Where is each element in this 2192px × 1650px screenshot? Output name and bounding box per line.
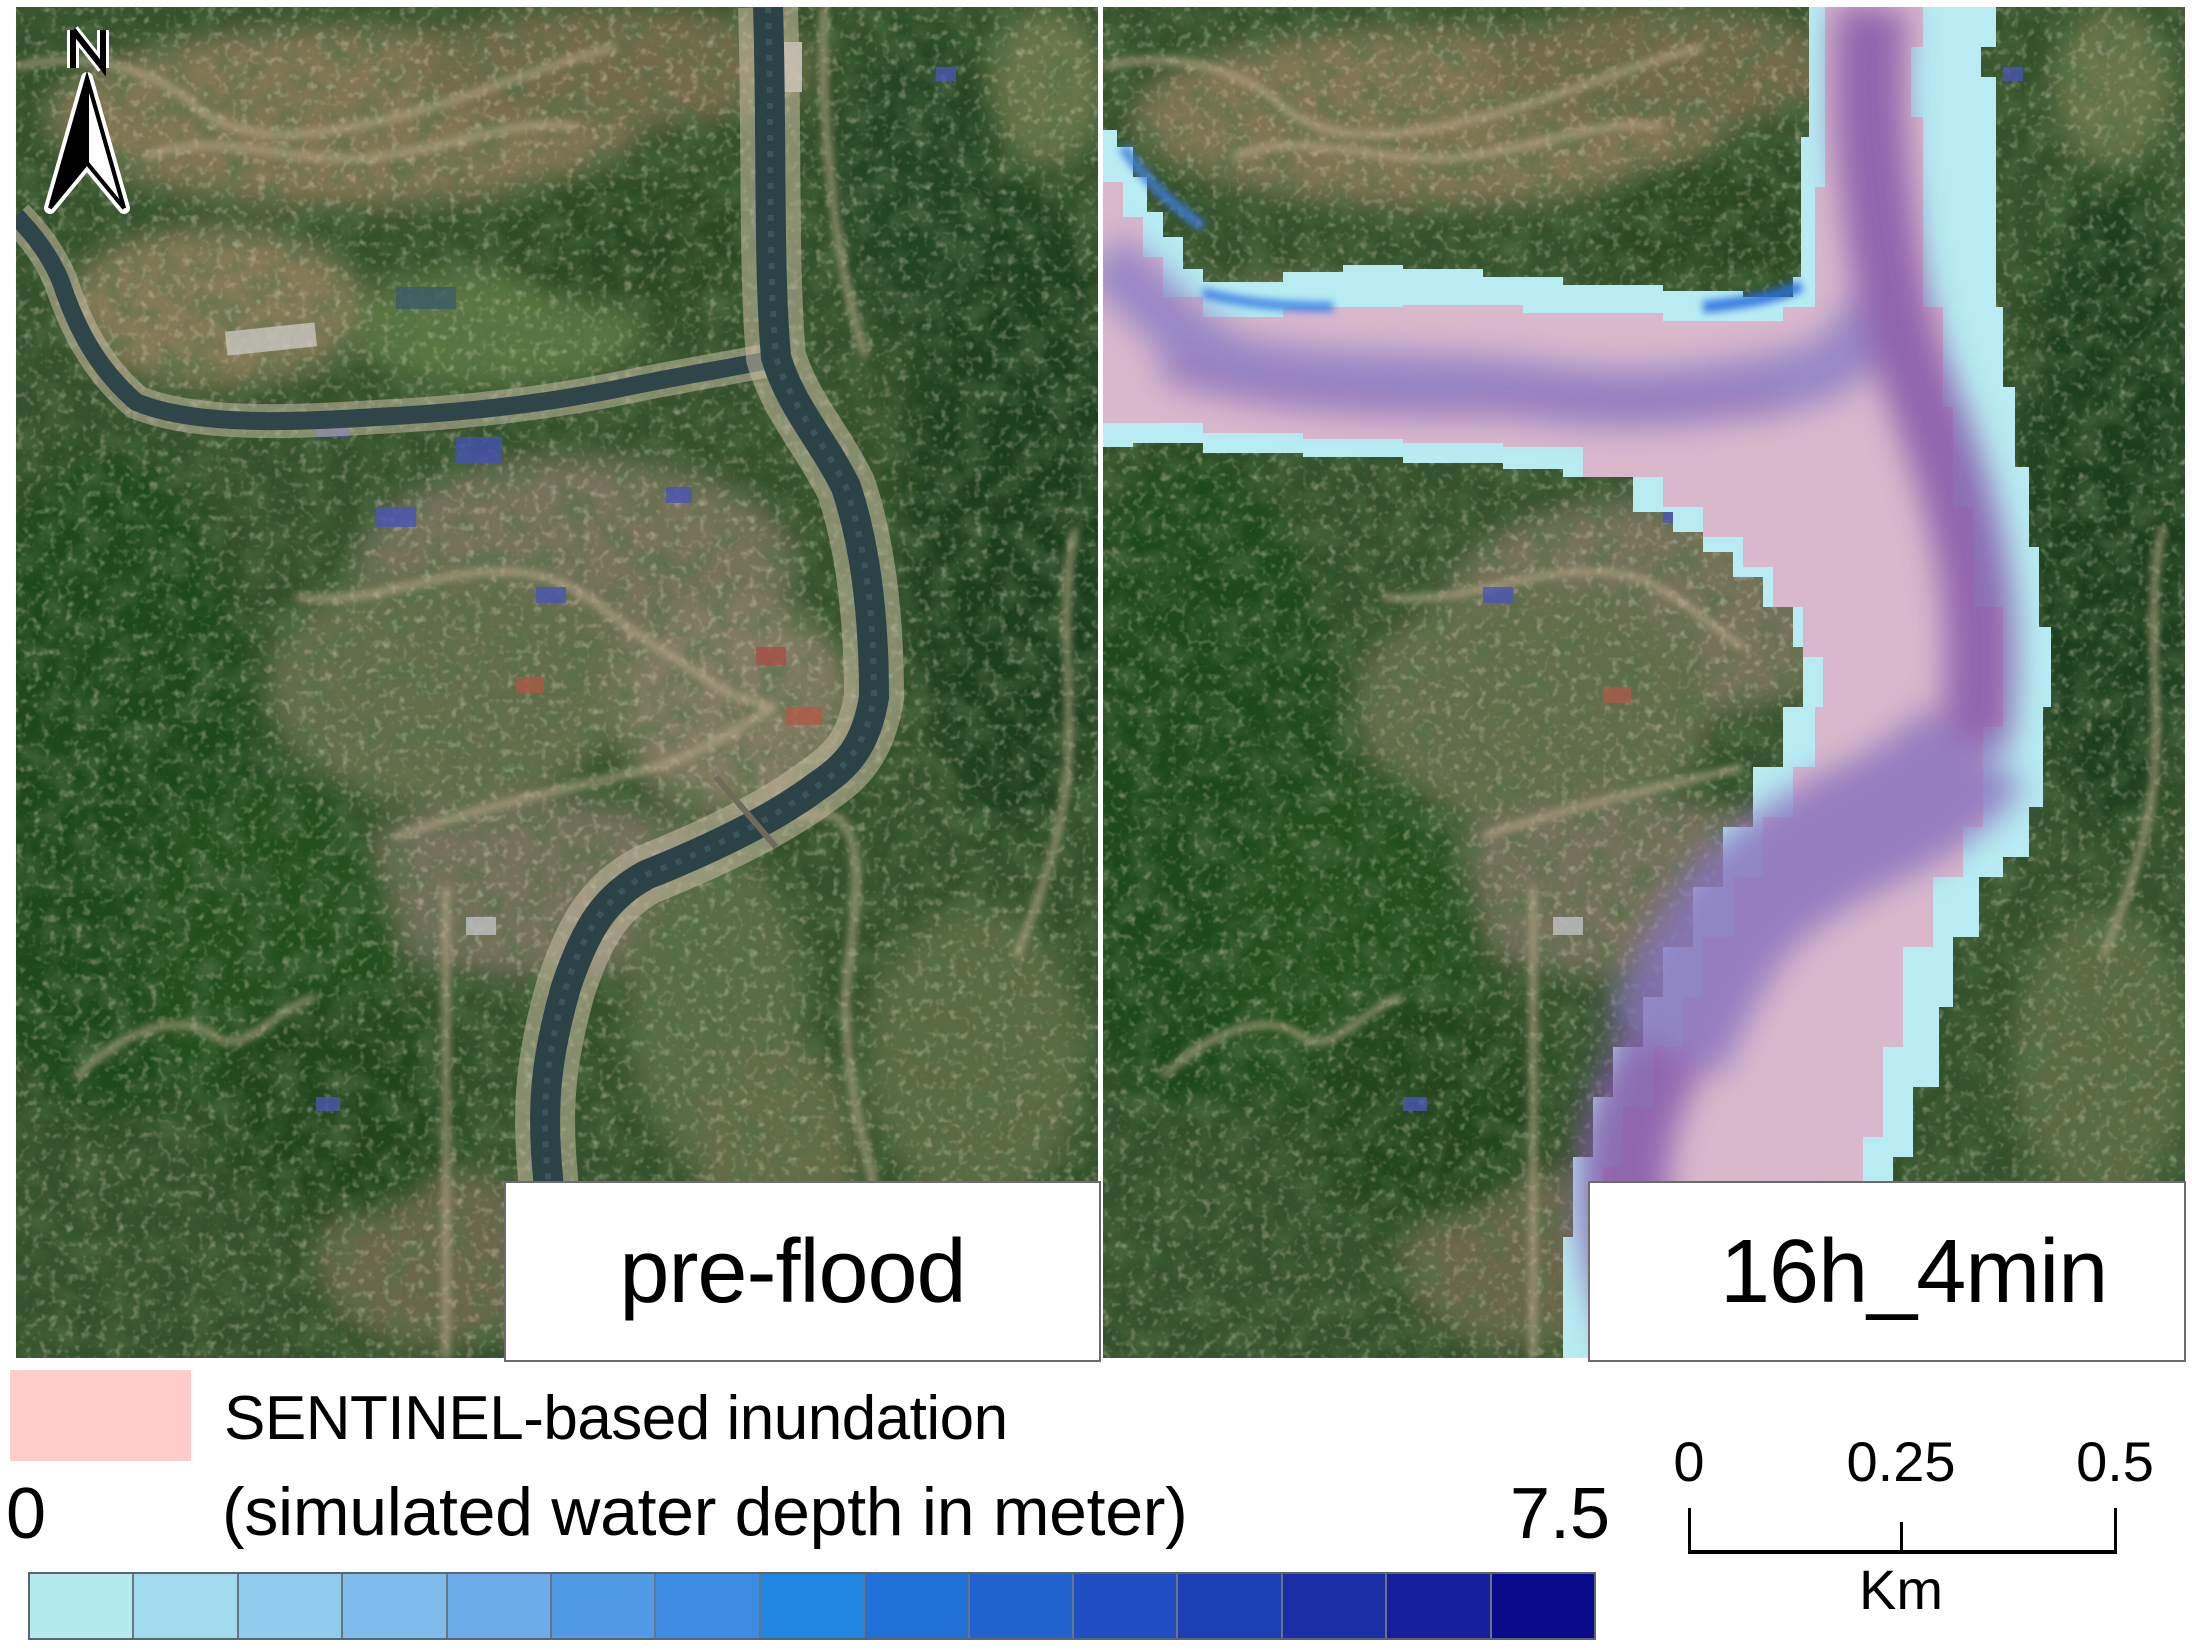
colorbar-cell <box>238 1574 344 1638</box>
scale-tick-label: 0.25 <box>1846 1430 1956 1493</box>
colorbar-cell <box>1074 1574 1179 1638</box>
panel-label-text: 16h_4min <box>1720 1221 2108 1322</box>
panel-label-text: pre-flood <box>619 1221 966 1322</box>
colorbar-cell <box>865 1574 970 1638</box>
colorbar-title: (simulated water depth in meter) <box>222 1474 1188 1550</box>
map-panel-simulation <box>1103 7 2185 1358</box>
colorbar-max-label: 7.5 <box>1510 1474 1611 1554</box>
colorbar-cell <box>1491 1574 1595 1638</box>
legend-swatch-sentinel <box>10 1370 191 1461</box>
scale-bar-tick <box>2114 1508 2117 1554</box>
colorbar-cell <box>1178 1574 1283 1638</box>
panel-label-simulation-time: 16h_4min <box>1588 1181 2186 1362</box>
map-panel-pre-flood <box>16 7 1098 1358</box>
colorbar-cell <box>30 1574 135 1638</box>
colorbar-cell <box>760 1574 866 1638</box>
scale-tick-label: 0 <box>1673 1430 1705 1493</box>
colorbar-min-label: 0 <box>6 1474 47 1554</box>
colorbar-cell <box>447 1574 553 1638</box>
scale-bar-unit: Km <box>1859 1558 1943 1621</box>
flood-simulation-map <box>1103 7 2185 1358</box>
colorbar-cell <box>134 1574 239 1638</box>
scale-bar-tick <box>1688 1508 1691 1554</box>
legend-label-sentinel: SENTINEL-based inundation <box>224 1384 1008 1453</box>
scale-tick-label: 0.5 <box>2076 1430 2154 1493</box>
colorbar-cell <box>1282 1574 1388 1638</box>
colorbar-cell <box>552 1574 657 1638</box>
sentinel-inundation-overlay <box>1103 7 2003 1358</box>
colorbar-cell <box>969 1574 1075 1638</box>
scale-bar: 0 0.25 0.5 Km <box>1660 1420 2160 1620</box>
colorbar-cell <box>343 1574 448 1638</box>
depth-colorbar <box>28 1572 1596 1640</box>
satellite-image-pre-flood <box>16 7 1098 1358</box>
panel-label-pre-flood: pre-flood <box>504 1181 1101 1362</box>
colorbar-cell <box>656 1574 761 1638</box>
colorbar-cell <box>1387 1574 1492 1638</box>
north-arrow-icon <box>44 26 130 214</box>
scale-bar-tick <box>1900 1522 1903 1554</box>
